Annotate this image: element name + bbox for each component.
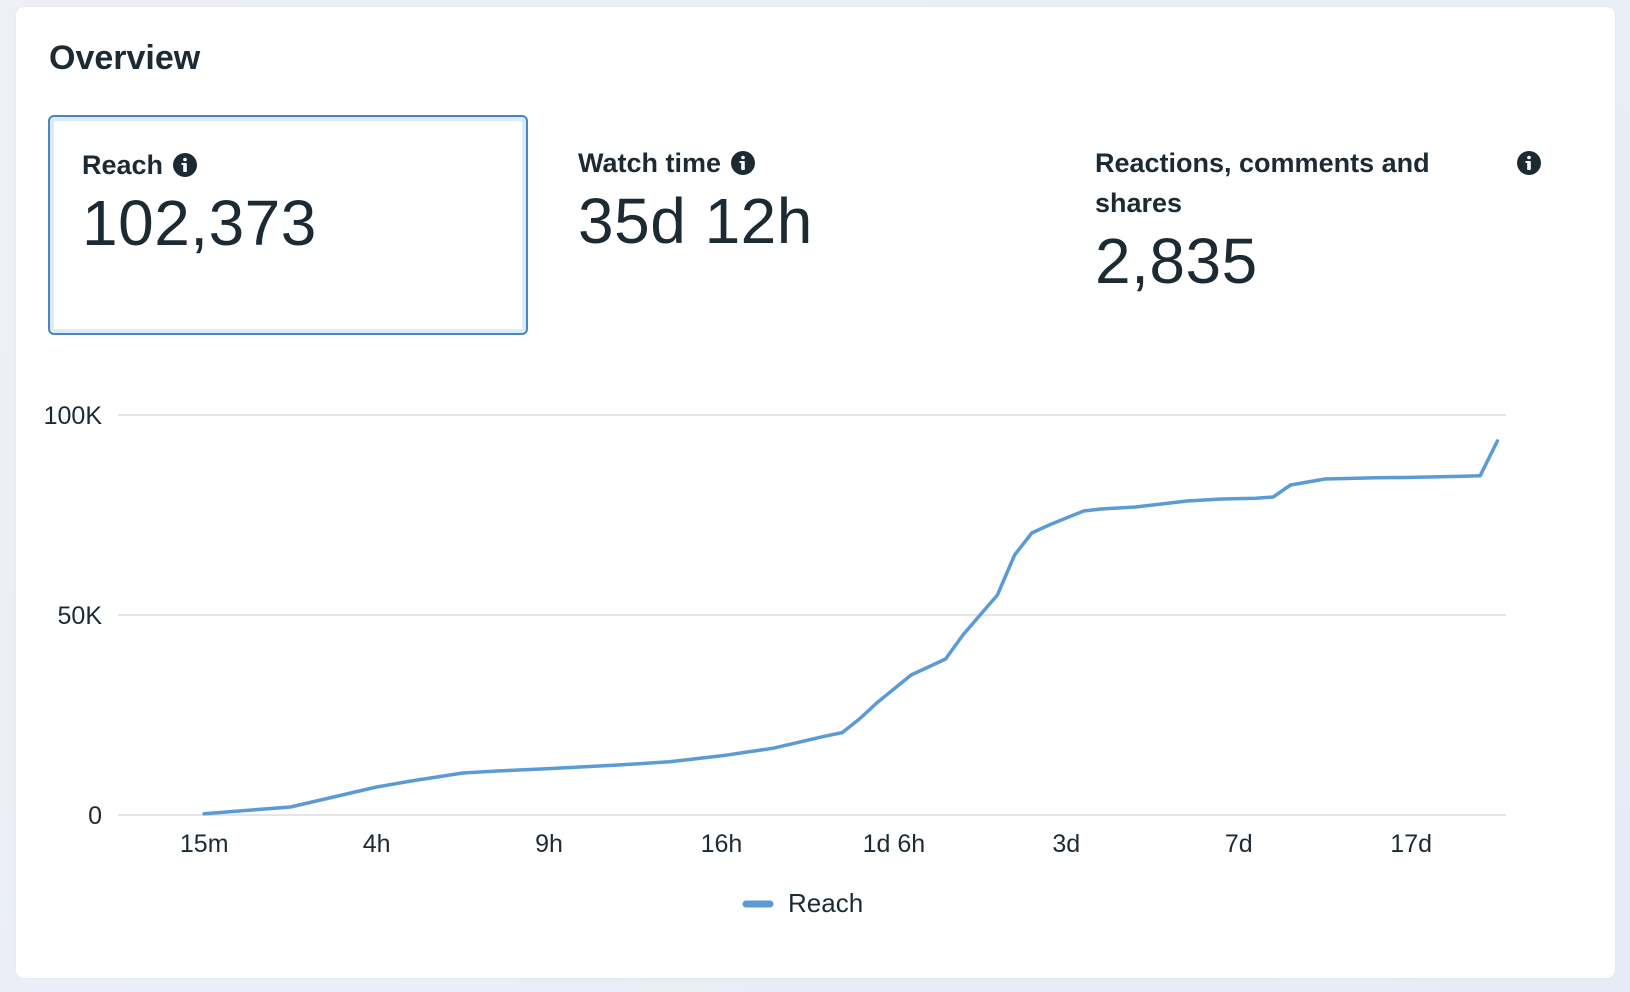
info-icon[interactable] — [173, 153, 198, 177]
metric-reach-value: 102,373 — [82, 187, 317, 259]
metric-reactions[interactable]: Reactions, comments and shares 2,835 — [1063, 115, 1573, 335]
metric-reach-label: Reach — [82, 150, 164, 180]
x-tick-label: 4h — [363, 830, 391, 858]
x-tick-label: 15m — [180, 830, 229, 858]
overview-card: Overview Reach 102,373 Watch time 35d 12… — [16, 7, 1615, 978]
metric-reactions-value: 2,835 — [1095, 225, 1258, 297]
y-tick-label: 100K — [44, 402, 103, 430]
metric-watch-time-value: 35d 12h — [578, 185, 813, 257]
metric-reactions-label: Reactions, comments and shares — [1095, 148, 1430, 218]
x-tick-label: 16h — [701, 830, 743, 858]
reach-line-chart: 0 50K 100K 15m 4h 9h 16h 1d 6h 3d 7d 17d Reach — [44, 402, 1506, 918]
x-tick-label: 7d — [1225, 830, 1253, 858]
overview-title: Overview — [49, 39, 201, 77]
x-tick-label: 9h — [535, 830, 563, 858]
metric-reach[interactable]: Reach 102,373 — [48, 115, 528, 335]
x-tick-label: 1d 6h — [863, 830, 926, 858]
metric-watch-time-label: Watch time — [578, 148, 722, 178]
info-icon[interactable] — [1517, 151, 1541, 175]
x-tick-label: 3d — [1052, 830, 1080, 858]
y-tick-label: 50K — [58, 602, 103, 630]
x-tick-label: 17d — [1390, 830, 1432, 858]
y-tick-label: 0 — [88, 802, 102, 830]
series-line-reach — [202, 439, 1500, 816]
legend-label: Reach — [788, 888, 863, 918]
metric-watch-time[interactable]: Watch time 35d 12h — [546, 115, 1026, 335]
info-icon[interactable] — [731, 151, 756, 175]
